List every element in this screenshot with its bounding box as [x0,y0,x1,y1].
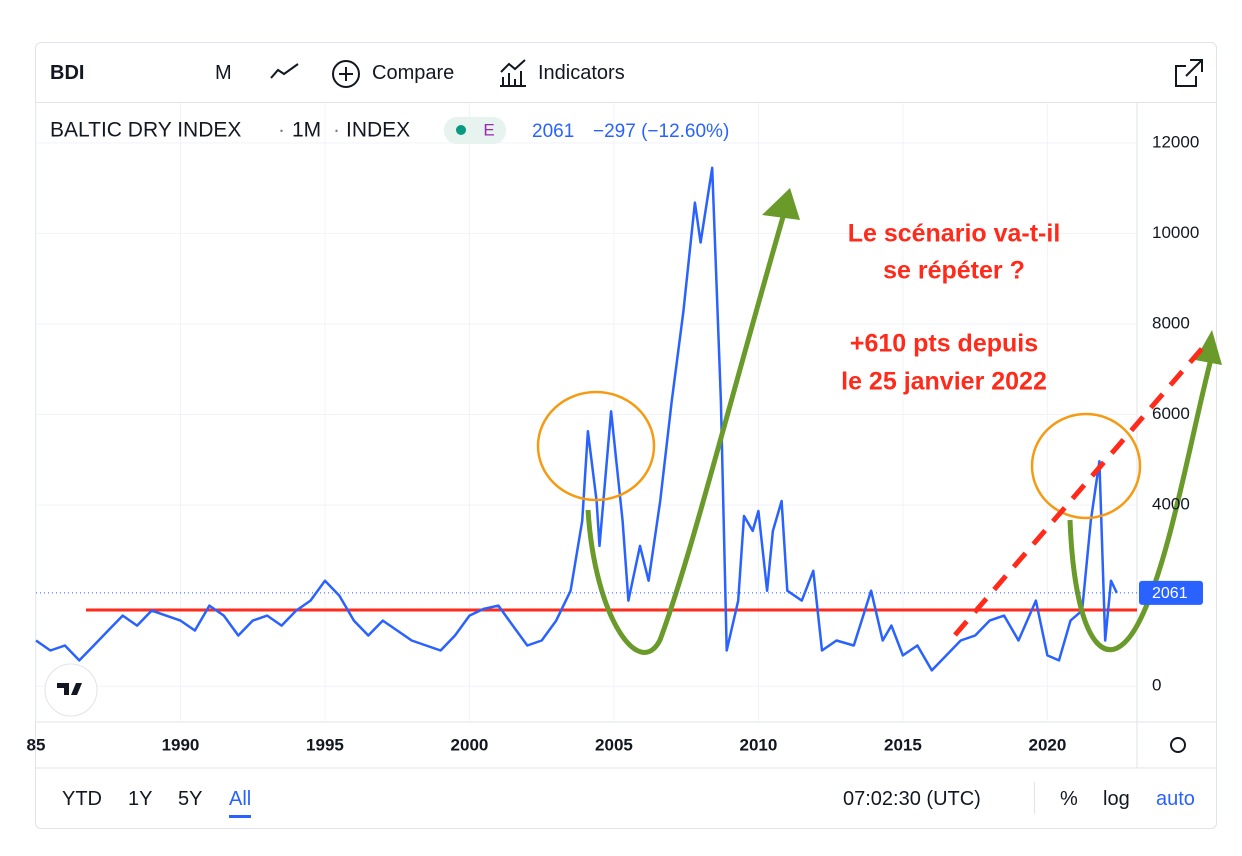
drawn-arrow [1067,354,1215,653]
x-tick-label: 2015 [884,735,922,754]
tv-logo[interactable] [44,663,98,717]
drawn-arrowhead [1195,330,1222,365]
y-tick-label: 6000 [1152,404,1190,423]
indicators-icon[interactable] [497,58,529,88]
divider [35,102,1217,103]
legend-last: 2061 [532,121,574,142]
range-button[interactable]: 1Y [128,788,153,810]
badge-label: E [483,120,494,139]
drawn-arrowhead [762,188,800,220]
x-tick-label: 2005 [595,735,633,754]
x-tick-label: 1990 [162,735,200,754]
status-badge[interactable] [444,117,506,144]
annotation: se répéter ? [883,257,1025,285]
percent-toggle[interactable]: % [1060,788,1078,810]
legend-separator: · [333,119,340,142]
drawn-trend-line [953,343,1207,637]
x-tick-label: 85 [27,735,46,754]
tv-logo-mark [57,683,82,695]
y-tick-label: 10000 [1152,223,1199,242]
last-price-tag [1139,580,1203,605]
y-tick-label: 12000 [1152,132,1199,151]
indicators-button[interactable]: Indicators [538,62,625,84]
y-tick-label: 4000 [1152,495,1190,514]
drawn-arrow [585,209,788,655]
highlight-circle [536,390,656,502]
annotation: Le scénario va-t-il [848,220,1061,248]
annotation: le 25 janvier 2022 [841,368,1047,396]
settings-icon[interactable] [1170,737,1186,753]
range-button[interactable]: 5Y [178,788,203,810]
clock: 07:02:30 (UTC) [843,788,981,810]
popout-icon[interactable] [1172,56,1206,90]
legend-separator: · [278,119,285,142]
y-tick-label: 8000 [1152,313,1190,332]
auto-toggle[interactable]: auto [1156,788,1195,810]
divider [1034,782,1035,814]
legend-interval: 1M [292,119,321,142]
log-toggle[interactable]: log [1103,788,1130,810]
x-tick-label: 1995 [306,735,344,754]
last-price-label: 2061 [1152,585,1188,602]
interval-button[interactable]: M [215,62,232,84]
symbol[interactable]: BDI [50,62,85,84]
x-tick-label: 2020 [1029,735,1067,754]
x-tick-label: 2010 [740,735,778,754]
highlight-circle [1030,412,1142,520]
range-button[interactable]: All [229,788,252,818]
price-line [35,166,1118,672]
legend-change: −297 (−12.60%) [593,121,729,142]
x-tick-label: 2000 [451,735,489,754]
status-dot [456,125,466,135]
range-button[interactable]: YTD [62,788,102,810]
legend-name: BALTIC DRY INDEX [50,119,241,142]
y-tick-label: 0 [1152,676,1161,695]
compare-button[interactable]: Compare [372,62,455,84]
annotation: +610 pts depuis [850,330,1038,358]
chart-style-icon[interactable] [268,60,302,84]
compare-icon[interactable] [331,59,361,89]
legend-exchange: INDEX [346,119,410,142]
